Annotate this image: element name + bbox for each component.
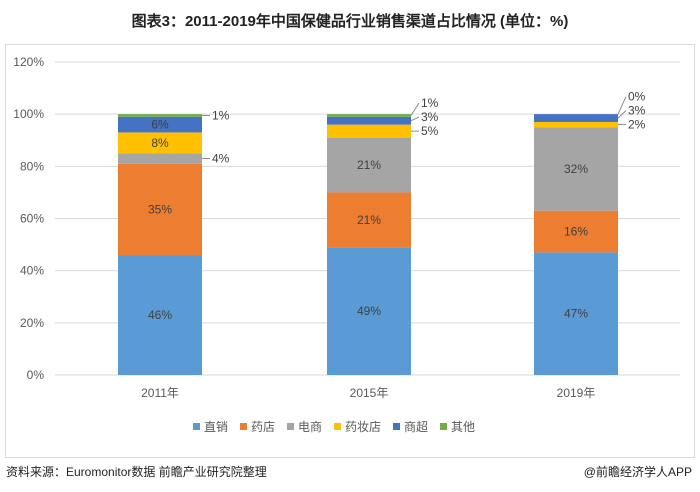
y-tick-label: 20% xyxy=(20,316,44,330)
data-label: 3% xyxy=(628,104,646,118)
x-tick-label: 2015年 xyxy=(350,386,389,400)
legend-label: 电商 xyxy=(298,419,322,434)
bar-segment xyxy=(118,114,202,117)
stacked-bar-chart: 0% 20% 40% 60% 80% 100% 120% 46% 35% 8% 6% 4% 1% 2011… xyxy=(13,55,680,434)
y-tick-label: 40% xyxy=(20,264,44,278)
legend-label: 药妆店 xyxy=(345,420,381,434)
chart-title: 图表3：2011-2019年中国保健品行业销售渠道占比情况 (单位：%) xyxy=(131,13,569,30)
legend-swatch xyxy=(334,423,341,430)
data-label: 21% xyxy=(357,213,381,227)
data-label: 1% xyxy=(421,96,439,110)
data-label: 46% xyxy=(148,308,172,322)
legend-swatch xyxy=(193,423,200,430)
data-label: 49% xyxy=(357,304,381,318)
data-label: 0% xyxy=(628,90,646,104)
data-label: 5% xyxy=(421,124,439,138)
bar-segment xyxy=(327,137,411,193)
data-label: 21% xyxy=(357,158,381,172)
bar-segment xyxy=(327,192,411,248)
data-label: 6% xyxy=(151,118,169,132)
bar-segment xyxy=(327,114,411,117)
data-label: 1% xyxy=(212,108,230,122)
y-tick-label: 60% xyxy=(20,212,44,226)
y-tick-label: 0% xyxy=(27,368,45,382)
legend-label: 商超 xyxy=(404,419,428,434)
bar-segment xyxy=(118,163,202,256)
brand-note: @前瞻经济学人APP xyxy=(583,465,692,479)
legend-label: 直销 xyxy=(204,420,228,434)
source-note: 资料来源：Euromonitor数据 前瞻产业研究院整理 xyxy=(6,465,267,479)
bar-segment xyxy=(327,124,411,138)
bar-segment xyxy=(118,255,202,375)
y-tick-label: 80% xyxy=(20,159,44,173)
chart-frame xyxy=(5,44,695,458)
data-label-leader xyxy=(410,102,420,116)
data-label-leader xyxy=(617,96,627,115)
legend-swatch xyxy=(393,423,400,430)
bar-segment xyxy=(327,247,411,375)
legend-swatch xyxy=(287,423,294,430)
data-label: 16% xyxy=(564,225,588,239)
bar-segment xyxy=(118,132,202,154)
bar-segment xyxy=(534,252,618,375)
bar-segment xyxy=(534,127,618,211)
data-label: 32% xyxy=(564,162,588,176)
bar-segment xyxy=(118,116,202,133)
legend-swatch xyxy=(240,423,247,430)
data-label: 4% xyxy=(212,152,230,166)
bar-segment xyxy=(534,114,618,122)
data-label: 8% xyxy=(151,136,169,150)
legend-label: 其他 xyxy=(451,420,475,434)
bar-segment xyxy=(118,153,202,164)
bar-segment xyxy=(534,210,618,253)
legend-swatch xyxy=(440,423,447,430)
data-label-leader xyxy=(617,110,627,119)
data-label: 2% xyxy=(628,118,646,132)
data-label: 47% xyxy=(564,307,588,321)
x-tick-label: 2011年 xyxy=(141,386,179,400)
data-label-leader xyxy=(410,116,420,122)
y-tick-label: 120% xyxy=(13,55,44,69)
legend-label: 药店 xyxy=(251,420,275,434)
y-tick-label: 100% xyxy=(13,107,44,121)
bar-segment xyxy=(327,116,411,125)
bar-segment xyxy=(534,121,618,128)
x-tick-label: 2019年 xyxy=(557,386,596,400)
data-label: 3% xyxy=(421,110,439,124)
data-label: 35% xyxy=(148,202,172,216)
